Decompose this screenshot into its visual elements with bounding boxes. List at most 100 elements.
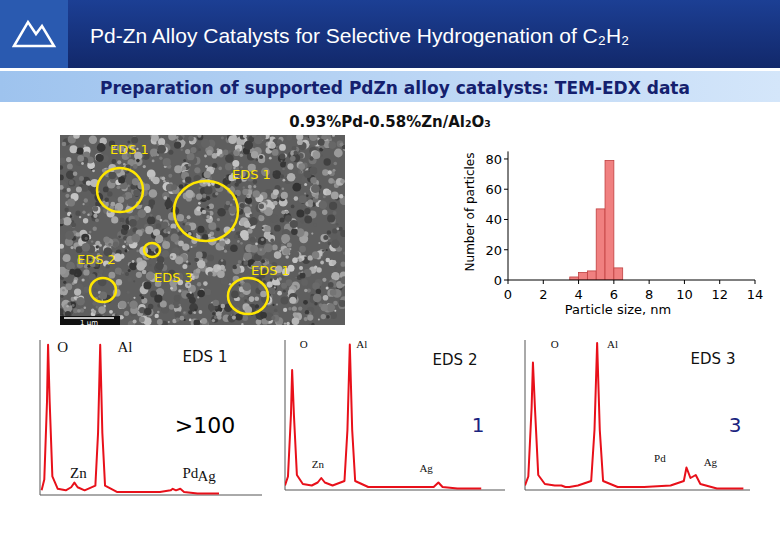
- tem-grain: [108, 171, 116, 179]
- tem-grain: [292, 146, 297, 151]
- tem-grain: [188, 136, 193, 141]
- tem-grain: [206, 196, 210, 200]
- tem-grain: [260, 291, 267, 298]
- tem-grain: [197, 135, 201, 138]
- tem-grain: [340, 230, 345, 237]
- tem-grain: [196, 252, 203, 259]
- tem-grain: [316, 289, 321, 294]
- tem-grain: [197, 290, 205, 298]
- tem-grain: [335, 266, 337, 268]
- eds-region-label: EDS 1: [251, 263, 290, 278]
- tem-grain: [228, 206, 236, 214]
- tem-grain: [154, 295, 162, 303]
- x-tick: [755, 280, 756, 284]
- tem-grain: [129, 301, 137, 309]
- tem-grain: [188, 163, 191, 166]
- tem-grain: [197, 282, 201, 286]
- tem-grain: [340, 142, 344, 146]
- tem-grain: [326, 315, 330, 319]
- tem-grain: [202, 234, 208, 240]
- tem-grain: [76, 274, 78, 276]
- tem-grain: [163, 196, 167, 200]
- tem-grain: [218, 167, 222, 171]
- tem-grain: [217, 218, 220, 221]
- tem-grain: [104, 198, 109, 203]
- tem-grain: [243, 261, 249, 267]
- tem-grain: [279, 144, 286, 151]
- spectrum-title: EDS 2: [433, 351, 478, 369]
- tem-grain: [253, 190, 260, 197]
- tem-grain: [214, 209, 217, 212]
- x-axis: [40, 495, 262, 496]
- tem-grain: [201, 139, 210, 148]
- tem-grain: [70, 215, 72, 217]
- peak-label: Al: [356, 338, 367, 350]
- tem-grain: [327, 230, 331, 234]
- tem-grain: [60, 175, 64, 181]
- tem-grain: [93, 227, 97, 231]
- tem-grain: [230, 314, 232, 316]
- tem-grain: [300, 170, 303, 173]
- tem-grain: [237, 240, 240, 243]
- tem-grain: [341, 262, 346, 267]
- tem-grain: [240, 153, 244, 157]
- header-bar: [0, 0, 780, 68]
- tem-grain: [285, 215, 292, 222]
- tem-grain: [253, 185, 256, 188]
- tem-grain: [69, 180, 74, 185]
- x-tick-label: 0: [504, 287, 512, 302]
- tem-grain: [303, 300, 308, 305]
- tem-grain: [225, 238, 231, 244]
- tem-grain: [183, 311, 188, 316]
- tem-grain: [60, 244, 64, 249]
- tem-grain: [125, 272, 129, 276]
- tem-grain: [299, 256, 304, 261]
- tem-grain: [197, 135, 203, 140]
- tem-grain: [336, 223, 339, 226]
- tem-grain: [118, 176, 125, 183]
- tem-grain: [182, 141, 186, 145]
- tem-grain: [76, 232, 81, 237]
- y-tick: [504, 219, 508, 220]
- tem-grain: [310, 177, 316, 183]
- hist-bar: [579, 272, 588, 280]
- tem-grain: [277, 291, 282, 296]
- tem-grain: [67, 199, 75, 207]
- tem-grain: [181, 162, 190, 171]
- spectrum-title: EDS 3: [691, 350, 736, 368]
- tem-grain: [68, 179, 75, 186]
- tem-grain: [168, 321, 170, 323]
- tem-grain: [215, 192, 218, 195]
- tem-grain: [316, 267, 322, 273]
- tem-grain: [216, 228, 220, 232]
- tem-grain: [243, 135, 247, 138]
- tem-grain: [217, 315, 222, 320]
- tem-grain: [67, 188, 71, 192]
- tem-grain: [82, 211, 85, 214]
- tem-grain: [187, 215, 191, 219]
- tem-grain: [290, 220, 298, 228]
- tem-grain: [237, 148, 240, 151]
- tem-grain: [189, 319, 192, 322]
- tem-grain: [273, 171, 277, 175]
- tem-grain: [313, 224, 316, 227]
- subtitle-band: [0, 71, 780, 102]
- tem-grain: [340, 179, 345, 184]
- tem-grain: [250, 204, 252, 206]
- tem-grain: [294, 151, 298, 155]
- tem-grain: [250, 237, 256, 243]
- tem-grain: [340, 245, 343, 248]
- tem-grain: [250, 245, 258, 253]
- tem-grain: [213, 168, 216, 171]
- tem-grain: [206, 216, 213, 223]
- tem-grain: [280, 162, 286, 168]
- edx-spectrum: OAlPdAgEDS 33: [525, 338, 750, 491]
- tem-grain: [331, 192, 339, 200]
- tem-grain: [291, 205, 295, 209]
- tem-grain: [246, 195, 249, 198]
- tem-grain: [292, 258, 298, 264]
- tem-grain: [127, 291, 130, 294]
- tem-grain: [207, 255, 214, 262]
- tem-grain: [198, 148, 201, 151]
- eds-region: [97, 168, 143, 212]
